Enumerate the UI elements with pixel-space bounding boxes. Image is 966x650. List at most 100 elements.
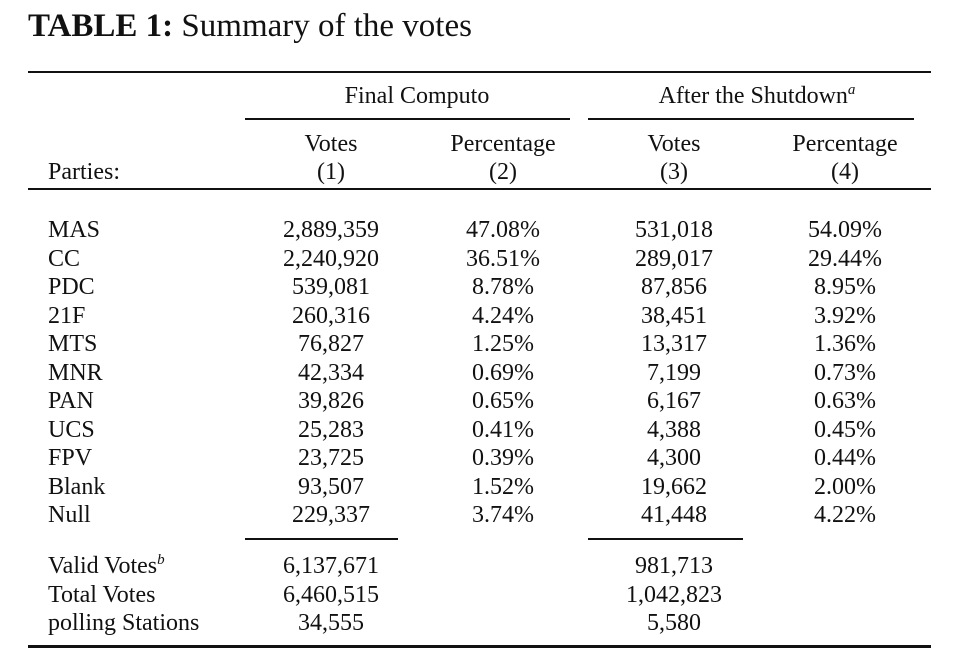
- votes-final: 2,889,359: [283, 217, 379, 243]
- table-row: UCS 25,283 0.41% 4,388 0.45%: [0, 416, 966, 444]
- footnote-marker-a: a: [847, 82, 856, 98]
- table-row: MNR 42,334 0.69% 7,199 0.73%: [0, 359, 966, 387]
- votes-after: 6,167: [647, 388, 701, 414]
- pct-final: 36.51%: [466, 245, 540, 272]
- group-rule-after-shutdown: [588, 118, 914, 120]
- party-name: MAS: [48, 217, 101, 243]
- pct-after: 0.63%: [814, 388, 876, 414]
- totals-votes-after: 981,713: [635, 553, 713, 579]
- votes-after: 13,317: [641, 331, 707, 357]
- pct-after: 1.36%: [814, 331, 876, 357]
- pct-after: 54.09%: [808, 217, 882, 243]
- parties-header: Parties:: [48, 159, 120, 185]
- column-number-1: (1): [317, 159, 345, 185]
- table-row: MTS 76,827 1.25% 13,317 1.36%: [0, 330, 966, 358]
- votes-after: 531,018: [635, 217, 713, 243]
- party-name: Null: [48, 502, 91, 528]
- totals-votes-final: 34,555: [298, 610, 364, 636]
- votes-final: 229,337: [292, 502, 370, 528]
- party-name: PDC: [48, 274, 95, 300]
- group-rule-final-computo: [245, 118, 570, 120]
- table-row: CC 2,240,920 36.51% 289,017 29.44%: [0, 245, 966, 273]
- votes-final: 23,725: [298, 445, 364, 471]
- pct-after: 4.22%: [814, 502, 876, 528]
- totals-label: Total Votes: [48, 581, 156, 608]
- votes-final: 2,240,920: [283, 245, 379, 272]
- totals-label: polling Stations: [48, 610, 200, 636]
- table-row: polling Stations 34,555 5,580: [0, 609, 966, 637]
- column-header-percentage-2: Percentage: [450, 131, 556, 157]
- table-caption-title: Summary of the votes: [181, 8, 472, 44]
- pct-final: 3.74%: [472, 502, 534, 528]
- top-rule: [28, 71, 931, 73]
- pct-after: 0.44%: [814, 445, 876, 471]
- table-row: FPV 23,725 0.39% 4,300 0.44%: [0, 444, 966, 472]
- votes-after: 41,448: [641, 502, 707, 528]
- pct-after: 2.00%: [814, 473, 876, 500]
- column-number-3: (3): [660, 159, 688, 185]
- column-number-4: (4): [831, 159, 859, 185]
- votes-after: 87,856: [641, 274, 707, 300]
- pct-final: 0.69%: [472, 359, 534, 386]
- column-header-votes-1: Votes: [304, 131, 358, 157]
- party-name: Blank: [48, 473, 106, 500]
- votes-after: 4,300: [647, 445, 701, 471]
- totals-votes-final: 6,460,515: [283, 581, 379, 608]
- pct-final: 0.41%: [472, 416, 534, 443]
- pct-after: 3.92%: [814, 302, 876, 329]
- votes-after: 38,451: [641, 302, 707, 329]
- pct-after: 0.45%: [814, 416, 876, 443]
- subtotal-rule-final: [245, 538, 398, 540]
- group-header-final-computo: Final Computo: [344, 83, 490, 109]
- group-header-after-shutdown: After the Shutdowna: [659, 82, 856, 110]
- pct-after: 29.44%: [808, 245, 882, 272]
- totals-label: Valid Votesb: [48, 552, 165, 580]
- party-name: CC: [48, 245, 81, 272]
- table-row: PAN 39,826 0.65% 6,167 0.63%: [0, 387, 966, 415]
- totals-votes-after: 5,580: [647, 610, 701, 636]
- pct-final: 47.08%: [466, 217, 540, 243]
- pct-after: 0.73%: [814, 359, 876, 386]
- party-name: 21F: [48, 302, 86, 329]
- table-caption: TABLE 1: Summary of the votes: [28, 4, 472, 48]
- totals-votes-final: 6,137,671: [283, 553, 379, 579]
- pct-final: 8.78%: [472, 274, 534, 300]
- votes-after: 19,662: [641, 473, 707, 500]
- table-caption-label: TABLE 1:: [28, 8, 174, 44]
- bottom-rule: [28, 645, 931, 648]
- votes-final: 42,334: [298, 359, 364, 386]
- header-rule: [28, 188, 931, 190]
- votes-final: 539,081: [292, 274, 370, 300]
- pct-final: 4.24%: [472, 302, 534, 329]
- votes-final: 25,283: [298, 416, 364, 443]
- table-row: MAS 2,889,359 47.08% 531,018 54.09%: [0, 216, 966, 244]
- votes-after: 289,017: [635, 245, 713, 272]
- votes-final: 76,827: [298, 331, 364, 357]
- table-row: Blank 93,507 1.52% 19,662 2.00%: [0, 473, 966, 501]
- pct-after: 8.95%: [814, 274, 876, 300]
- table-row: 21F 260,316 4.24% 38,451 3.92%: [0, 302, 966, 330]
- table-row: Total Votes 6,460,515 1,042,823: [0, 581, 966, 609]
- footnote-marker-b: b: [157, 552, 165, 568]
- group-header-after-shutdown-label: After the Shutdown: [658, 83, 848, 109]
- table-row: Null 229,337 3.74% 41,448 4.22%: [0, 501, 966, 529]
- party-name: PAN: [48, 388, 94, 414]
- column-number-2: (2): [489, 159, 517, 185]
- pct-final: 0.39%: [472, 445, 534, 471]
- table-row: Valid Votesb 6,137,671 981,713: [0, 552, 966, 580]
- party-name: MTS: [48, 331, 98, 357]
- column-header-votes-3: Votes: [647, 131, 701, 157]
- party-name: FPV: [48, 445, 93, 471]
- totals-votes-after: 1,042,823: [626, 581, 722, 608]
- party-name: UCS: [48, 416, 95, 443]
- pct-final: 1.25%: [472, 331, 534, 357]
- votes-final: 39,826: [298, 388, 364, 414]
- votes-final: 260,316: [292, 302, 370, 329]
- votes-after: 7,199: [647, 359, 701, 386]
- votes-after: 4,388: [647, 416, 701, 443]
- table-row: PDC 539,081 8.78% 87,856 8.95%: [0, 273, 966, 301]
- pct-final: 1.52%: [472, 473, 534, 500]
- party-name: MNR: [48, 359, 103, 386]
- pct-final: 0.65%: [472, 388, 534, 414]
- column-header-percentage-4: Percentage: [792, 131, 898, 157]
